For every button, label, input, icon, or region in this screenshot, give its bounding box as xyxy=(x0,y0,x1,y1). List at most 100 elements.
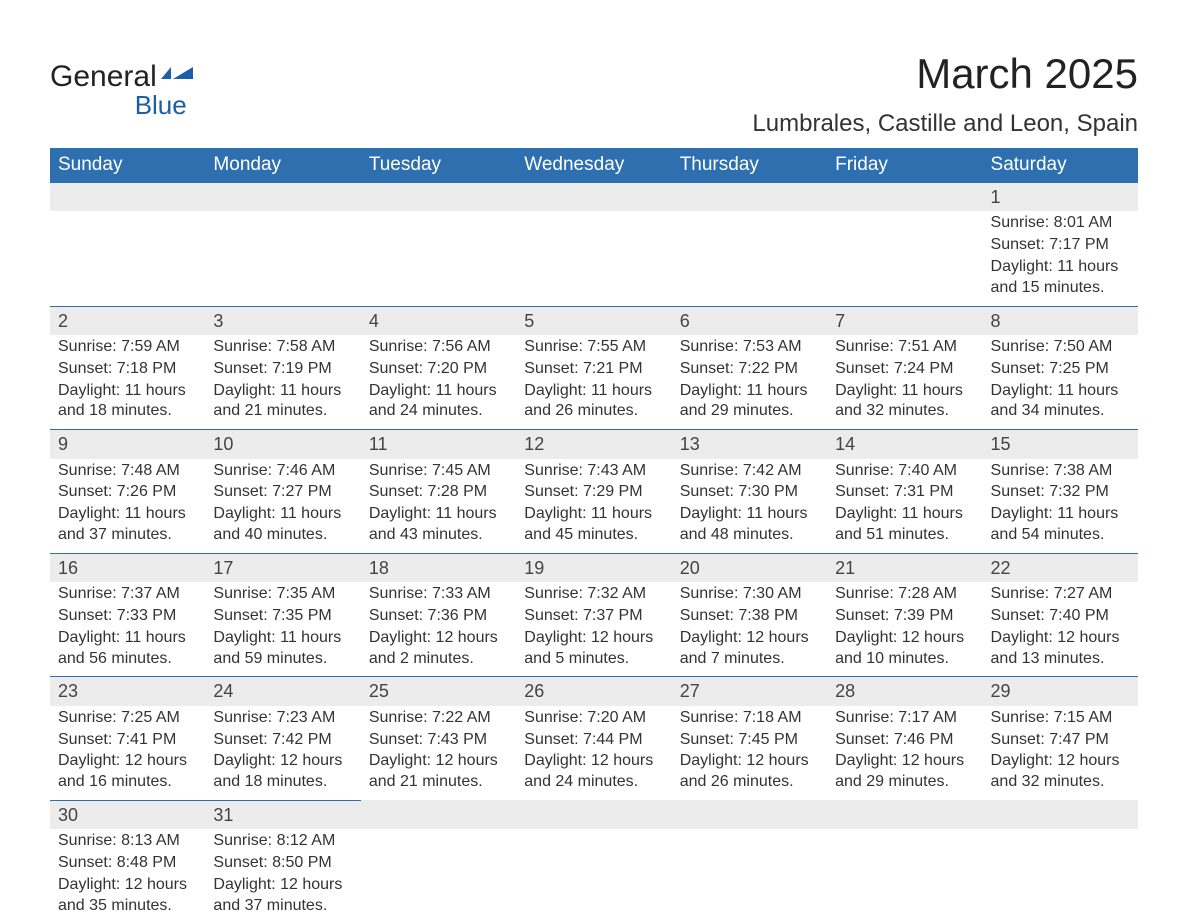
sunset-value: Sunset: 7:37 PM xyxy=(524,606,663,627)
day-detail-cell xyxy=(50,211,205,306)
day-detail-cell: Sunrise: 7:33 AMSunset: 7:36 PMDaylight:… xyxy=(361,582,516,677)
day-number-cell: 25 xyxy=(361,677,516,706)
daylight-value: Daylight: 12 hours and 29 minutes. xyxy=(835,751,974,793)
day-detail-row: Sunrise: 7:37 AMSunset: 7:33 PMDaylight:… xyxy=(50,582,1138,677)
day-number-row: 2345678 xyxy=(50,306,1138,335)
day-detail-cell: Sunrise: 7:22 AMSunset: 7:43 PMDaylight:… xyxy=(361,706,516,801)
day-number-cell xyxy=(827,183,982,212)
sunrise-value: Sunrise: 8:13 AM xyxy=(58,831,197,852)
weekday-header: Sunday xyxy=(50,148,205,183)
sunset-value: Sunset: 7:27 PM xyxy=(213,482,352,503)
day-detail-row: Sunrise: 7:25 AMSunset: 7:41 PMDaylight:… xyxy=(50,706,1138,801)
daylight-value: Daylight: 11 hours and 34 minutes. xyxy=(991,381,1130,423)
sunrise-value: Sunrise: 7:40 AM xyxy=(835,461,974,482)
daylight-value: Daylight: 11 hours and 29 minutes. xyxy=(680,381,819,423)
sunset-value: Sunset: 7:43 PM xyxy=(369,730,508,751)
day-number-cell: 9 xyxy=(50,430,205,459)
day-detail-cell xyxy=(827,829,982,923)
day-detail-cell: Sunrise: 7:27 AMSunset: 7:40 PMDaylight:… xyxy=(983,582,1138,677)
day-detail-cell: Sunrise: 7:28 AMSunset: 7:39 PMDaylight:… xyxy=(827,582,982,677)
day-detail-cell: Sunrise: 7:50 AMSunset: 7:25 PMDaylight:… xyxy=(983,335,1138,430)
day-detail-cell: Sunrise: 8:12 AMSunset: 8:50 PMDaylight:… xyxy=(205,829,360,923)
day-number-cell: 24 xyxy=(205,677,360,706)
sunset-value: Sunset: 8:48 PM xyxy=(58,853,197,874)
day-number-row: 16171819202122 xyxy=(50,553,1138,582)
day-detail-cell: Sunrise: 7:15 AMSunset: 7:47 PMDaylight:… xyxy=(983,706,1138,801)
day-number-cell: 26 xyxy=(516,677,671,706)
daylight-value: Daylight: 11 hours and 40 minutes. xyxy=(213,504,352,546)
sunset-value: Sunset: 7:24 PM xyxy=(835,359,974,380)
day-detail-row: Sunrise: 8:13 AMSunset: 8:48 PM Daylight:… xyxy=(50,829,1138,923)
day-number-cell: 7 xyxy=(827,306,982,335)
day-detail-cell: Sunrise: 8:01 AMSunset: 7:17 PMDaylight:… xyxy=(983,211,1138,306)
daylight-value: Daylight: 12 hours and 26 minutes. xyxy=(680,751,819,793)
day-number-cell: 15 xyxy=(983,430,1138,459)
day-detail-cell: Sunrise: 7:32 AMSunset: 7:37 PMDaylight:… xyxy=(516,582,671,677)
sunset-value: Sunset: 7:33 PM xyxy=(58,606,197,627)
day-detail-row: Sunrise: 8:01 AMSunset: 7:17 PMDaylight:… xyxy=(50,211,1138,306)
day-detail-cell: Sunrise: 7:53 AMSunset: 7:22 PMDaylight:… xyxy=(672,335,827,430)
sunrise-value: Sunrise: 7:25 AM xyxy=(58,708,197,729)
sunset-value: Sunset: 7:46 PM xyxy=(835,730,974,751)
sunset-value: Sunset: 7:17 PM xyxy=(991,235,1130,256)
day-number-cell: 11 xyxy=(361,430,516,459)
day-detail-cell: Sunrise: 7:25 AMSunset: 7:41 PMDaylight:… xyxy=(50,706,205,801)
day-detail-cell: Sunrise: 7:20 AMSunset: 7:44 PMDaylight:… xyxy=(516,706,671,801)
daylight-value: Daylight: 12 hours and 37 minutes. xyxy=(213,875,352,917)
day-number-cell xyxy=(983,800,1138,829)
day-detail-cell xyxy=(205,211,360,306)
sunrise-value: Sunrise: 7:45 AM xyxy=(369,461,508,482)
sunset-value: Sunset: 8:50 PM xyxy=(213,853,352,874)
sunrise-value: Sunrise: 7:46 AM xyxy=(213,461,352,482)
day-detail-cell xyxy=(516,211,671,306)
day-number-cell: 19 xyxy=(516,553,671,582)
weekday-header: Saturday xyxy=(983,148,1138,183)
day-number-cell: 6 xyxy=(672,306,827,335)
sunrise-value: Sunrise: 7:37 AM xyxy=(58,584,197,605)
sunset-value: Sunset: 7:44 PM xyxy=(524,730,663,751)
sunrise-value: Sunrise: 7:56 AM xyxy=(369,337,508,358)
day-number-cell: 3 xyxy=(205,306,360,335)
weekday-header: Wednesday xyxy=(516,148,671,183)
day-number-cell xyxy=(516,800,671,829)
day-number-cell: 12 xyxy=(516,430,671,459)
daylight-value: Daylight: 11 hours and 51 minutes. xyxy=(835,504,974,546)
day-detail-cell: Sunrise: 7:37 AMSunset: 7:33 PMDaylight:… xyxy=(50,582,205,677)
calendar-table: SundayMondayTuesdayWednesdayThursdayFrid… xyxy=(50,148,1138,923)
day-number-cell xyxy=(50,183,205,212)
day-detail-cell xyxy=(516,829,671,923)
day-detail-cell xyxy=(361,829,516,923)
weekday-header: Monday xyxy=(205,148,360,183)
day-number-cell: 29 xyxy=(983,677,1138,706)
day-detail-cell: Sunrise: 7:58 AMSunset: 7:19 PMDaylight:… xyxy=(205,335,360,430)
sunset-value: Sunset: 7:39 PM xyxy=(835,606,974,627)
day-number-row: 3031 xyxy=(50,800,1138,829)
sunrise-value: Sunrise: 7:59 AM xyxy=(58,337,197,358)
day-detail-cell: Sunrise: 7:55 AMSunset: 7:21 PMDaylight:… xyxy=(516,335,671,430)
sunset-value: Sunset: 7:19 PM xyxy=(213,359,352,380)
day-number-cell: 31 xyxy=(205,800,360,829)
sunset-value: Sunset: 7:25 PM xyxy=(991,359,1130,380)
weekday-header: Friday xyxy=(827,148,982,183)
day-detail-cell: Sunrise: 7:59 AMSunset: 7:18 PMDaylight:… xyxy=(50,335,205,430)
day-number-cell: 23 xyxy=(50,677,205,706)
daylight-value: Daylight: 11 hours and 21 minutes. xyxy=(213,381,352,423)
day-number-row: 9101112131415 xyxy=(50,430,1138,459)
day-number-cell: 14 xyxy=(827,430,982,459)
sunrise-value: Sunrise: 7:27 AM xyxy=(991,584,1130,605)
day-number-cell: 8 xyxy=(983,306,1138,335)
sunset-value: Sunset: 7:28 PM xyxy=(369,482,508,503)
day-detail-cell xyxy=(672,829,827,923)
daylight-value: Daylight: 11 hours and 37 minutes. xyxy=(58,504,197,546)
sunrise-value: Sunrise: 7:22 AM xyxy=(369,708,508,729)
daylight-value: Daylight: 12 hours and 24 minutes. xyxy=(524,751,663,793)
daylight-value: Daylight: 11 hours and 48 minutes. xyxy=(680,504,819,546)
sunset-value: Sunset: 7:38 PM xyxy=(680,606,819,627)
daylight-value: Daylight: 11 hours and 54 minutes. xyxy=(991,504,1130,546)
sunrise-value: Sunrise: 7:50 AM xyxy=(991,337,1130,358)
sunrise-value: Sunrise: 7:28 AM xyxy=(835,584,974,605)
day-detail-cell: Sunrise: 7:51 AMSunset: 7:24 PMDaylight:… xyxy=(827,335,982,430)
day-detail-cell: Sunrise: 7:46 AMSunset: 7:27 PMDaylight:… xyxy=(205,459,360,554)
day-detail-cell: Sunrise: 7:30 AMSunset: 7:38 PMDaylight:… xyxy=(672,582,827,677)
day-number-cell: 21 xyxy=(827,553,982,582)
